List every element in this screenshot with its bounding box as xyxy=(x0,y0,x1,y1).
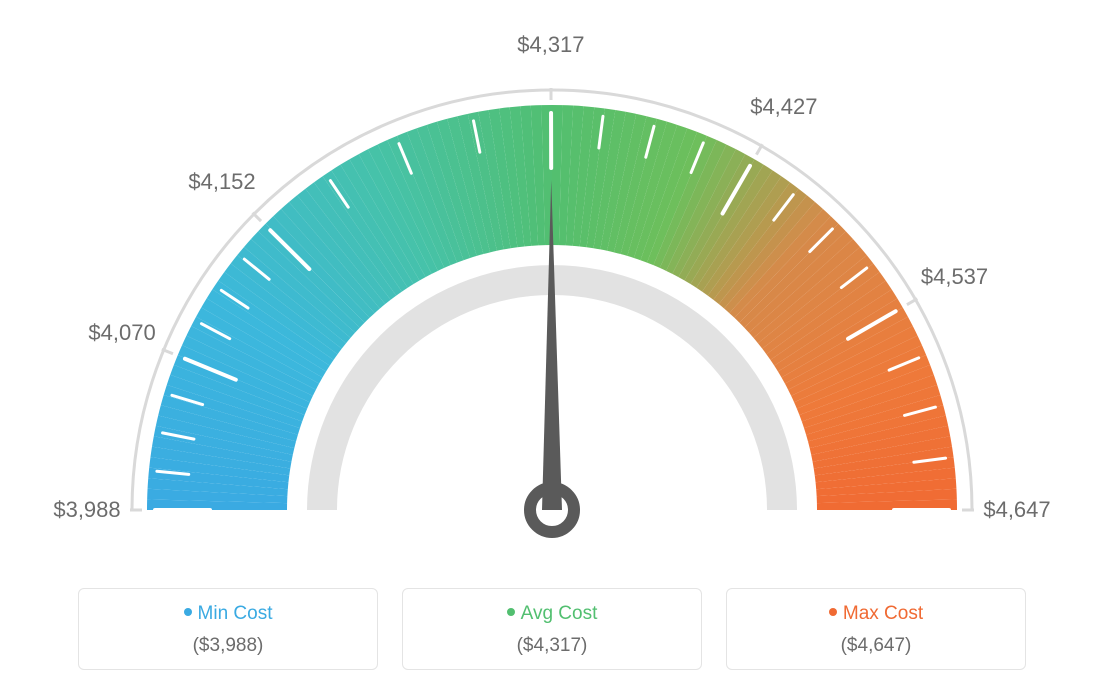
legend-value-min: ($3,988) xyxy=(89,635,367,657)
legend-value-avg: ($4,317) xyxy=(413,635,691,657)
gauge-scale-label: $4,317 xyxy=(517,32,584,58)
gauge-scale-label: $4,427 xyxy=(750,94,817,120)
gauge-scale-label: $4,152 xyxy=(188,169,255,195)
legend-dot-min xyxy=(184,608,192,616)
legend-row: Min Cost ($3,988) Avg Cost ($4,317) Max … xyxy=(0,588,1104,670)
legend-title-avg: Avg Cost xyxy=(413,603,691,625)
gauge-scale-label: $4,070 xyxy=(88,320,155,346)
legend-title-max: Max Cost xyxy=(737,603,1015,625)
legend-card-avg: Avg Cost ($4,317) xyxy=(402,588,702,670)
gauge-scale-label: $3,988 xyxy=(53,497,120,523)
gauge-chart-container: $3,988 $4,070 $4,152 $4,317 $4,427 $4,537 $4,6… xyxy=(0,0,1104,690)
legend-value-max: ($4,647) xyxy=(737,635,1015,657)
legend-card-max: Max Cost ($4,647) xyxy=(726,588,1026,670)
legend-title-text-avg: Avg Cost xyxy=(521,603,598,624)
gauge-scale-label: $4,647 xyxy=(983,497,1050,523)
legend-dot-max xyxy=(829,608,837,616)
legend-dot-avg xyxy=(507,608,515,616)
gauge-area: $3,988 $4,070 $4,152 $4,317 $4,427 $4,537 $4,6… xyxy=(0,0,1104,560)
legend-card-min: Min Cost ($3,988) xyxy=(78,588,378,670)
legend-title-text-min: Min Cost xyxy=(198,603,273,624)
legend-title-min: Min Cost xyxy=(89,603,367,625)
legend-title-text-max: Max Cost xyxy=(843,603,923,624)
gauge-scale-label: $4,537 xyxy=(921,264,988,290)
